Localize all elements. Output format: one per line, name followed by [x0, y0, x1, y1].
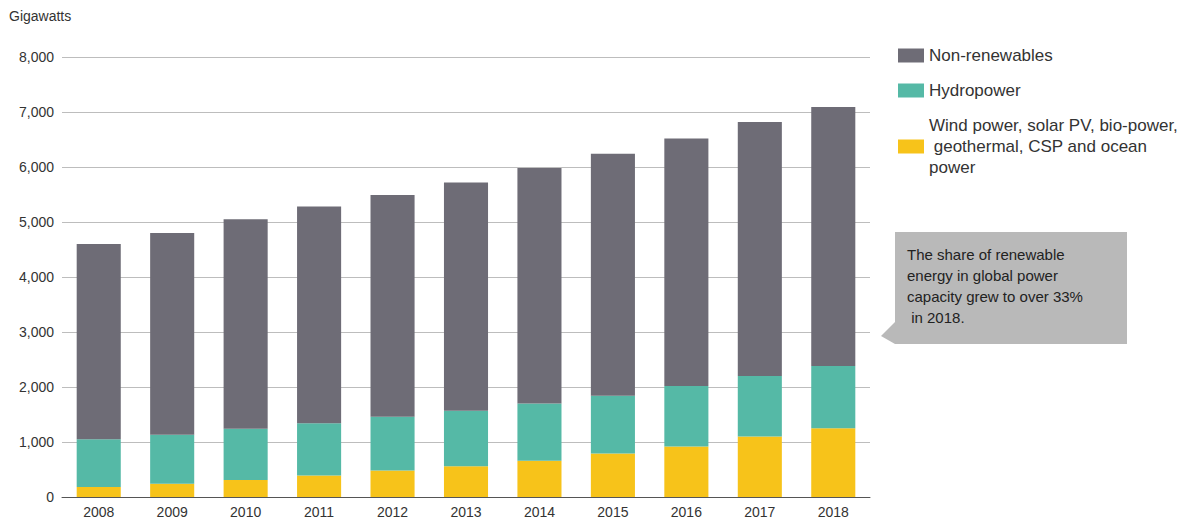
svg-text:The share of renewable: The share of renewable — [907, 246, 1069, 263]
svg-text:2018: 2018 — [818, 504, 849, 520]
svg-text:2015: 2015 — [597, 504, 628, 520]
svg-text:0: 0 — [46, 489, 54, 505]
svg-text:Gigawatts: Gigawatts — [9, 8, 71, 24]
svg-text:2,000: 2,000 — [19, 379, 54, 395]
svg-text:4,000: 4,000 — [19, 269, 54, 285]
svg-text:2016: 2016 — [671, 504, 702, 520]
svg-text:5,000: 5,000 — [19, 214, 54, 230]
svg-text:power: power — [929, 158, 976, 177]
svg-text:7,000: 7,000 — [19, 104, 54, 120]
svg-text:3,000: 3,000 — [19, 324, 54, 340]
svg-text:1,000: 1,000 — [19, 434, 54, 450]
svg-text:geothermal, CSP and ocean: geothermal, CSP and ocean — [929, 137, 1152, 156]
svg-text:2010: 2010 — [230, 504, 261, 520]
svg-text:8,000: 8,000 — [19, 49, 54, 65]
svg-text:in 2018.: in 2018. — [907, 309, 965, 326]
svg-text:2017: 2017 — [744, 504, 775, 520]
svg-text:2014: 2014 — [524, 504, 555, 520]
svg-text:2009: 2009 — [157, 504, 188, 520]
svg-text:2008: 2008 — [83, 504, 114, 520]
svg-text:2011: 2011 — [304, 504, 334, 520]
svg-text:Non-renewables: Non-renewables — [929, 46, 1053, 65]
svg-text:2012: 2012 — [377, 504, 408, 520]
svg-text:Wind power, solar PV, bio-powe: Wind power, solar PV, bio-power, — [929, 116, 1178, 135]
svg-text:2013: 2013 — [450, 504, 481, 520]
svg-text:Hydropower: Hydropower — [929, 81, 1021, 100]
svg-text:energy in global power: energy in global power — [907, 267, 1062, 284]
svg-text:capacity grew to over 33%: capacity grew to over 33% — [907, 288, 1083, 305]
svg-text:6,000: 6,000 — [19, 159, 54, 175]
